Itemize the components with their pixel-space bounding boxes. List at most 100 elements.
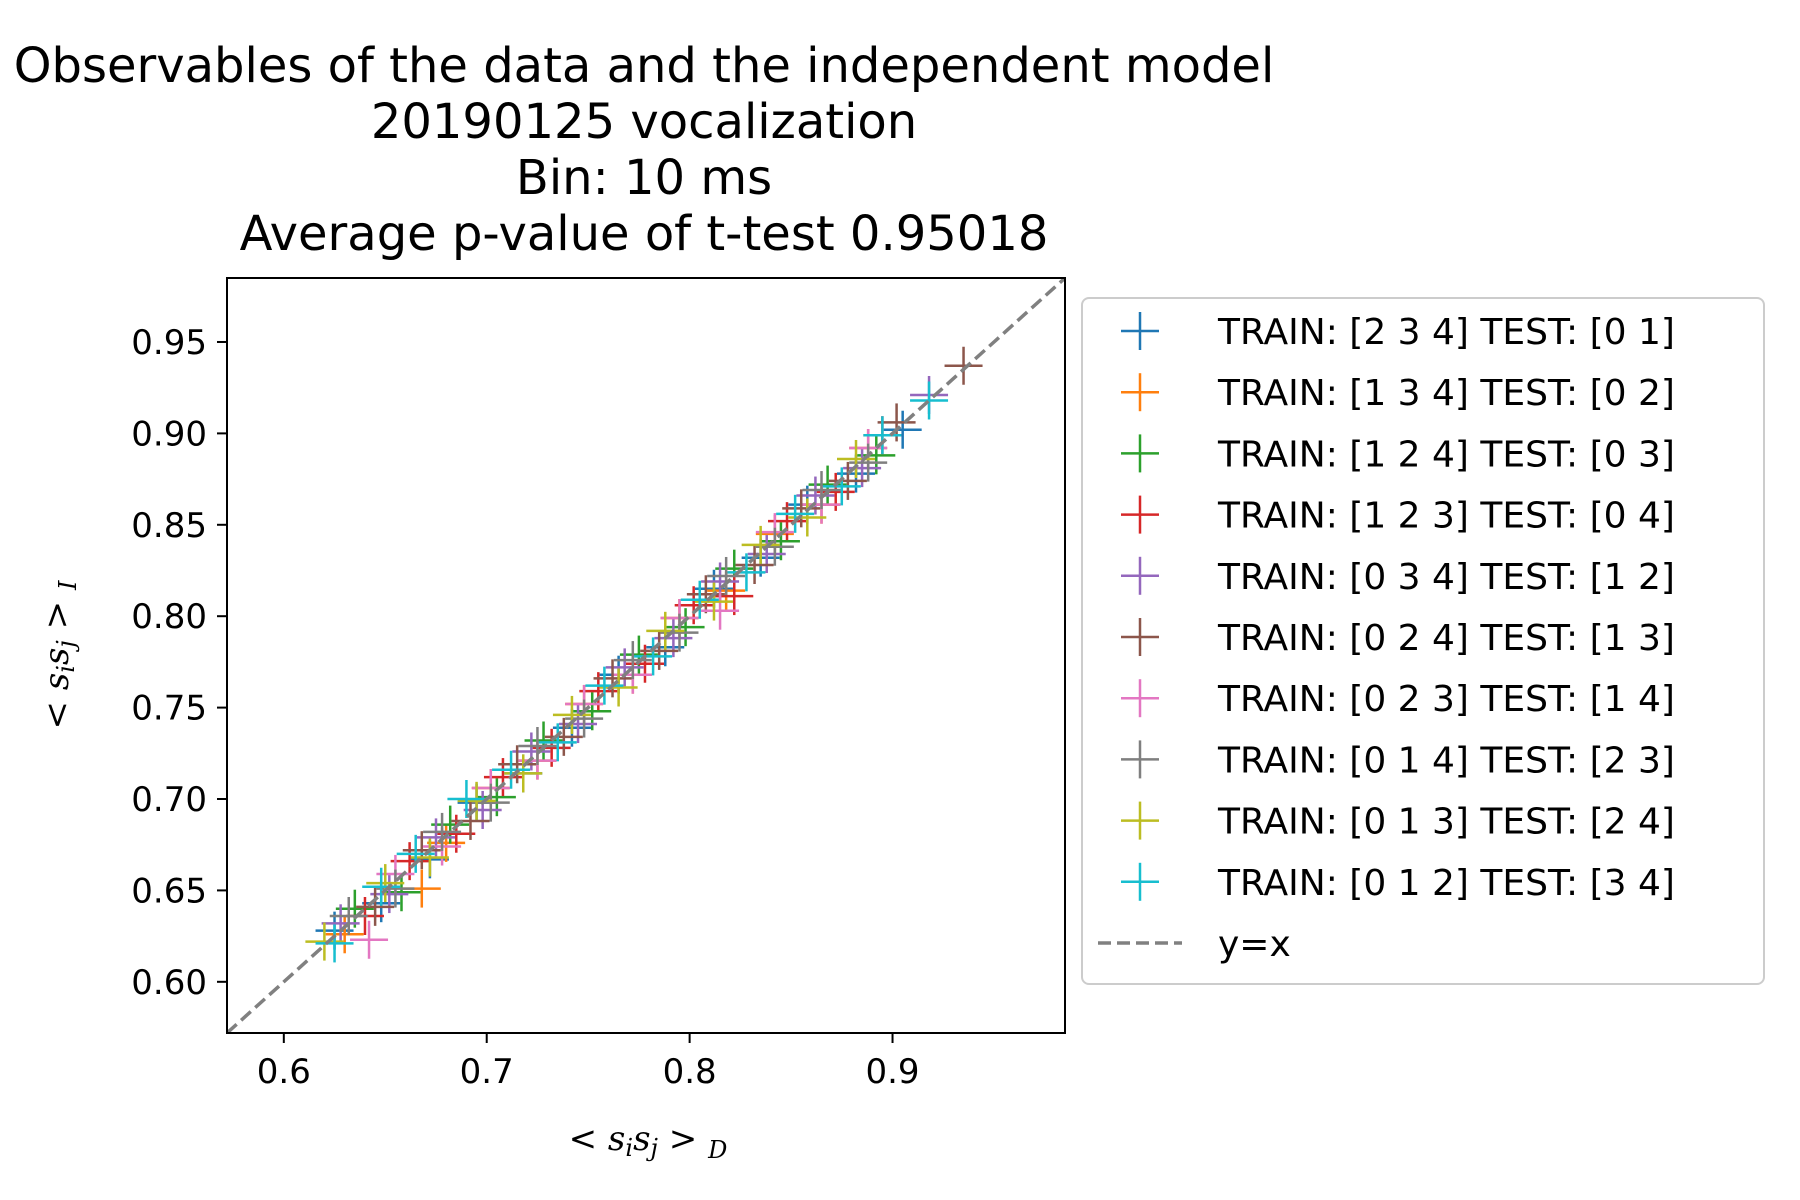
legend-frame xyxy=(1081,297,1765,985)
data-point xyxy=(457,781,496,820)
legend-label: y=x xyxy=(1218,924,1291,965)
legend-item: TRAIN: [1 2 3] TEST: [0 4] xyxy=(1121,496,1675,537)
y-tick-label: 0.85 xyxy=(131,506,207,546)
data-point xyxy=(402,831,441,870)
data-point xyxy=(680,580,719,619)
plot-frame xyxy=(226,277,1066,1034)
legend-item: TRAIN: [0 1 4] TEST: [2 3] xyxy=(1121,740,1675,781)
legend-label: TRAIN: [0 1 3] TEST: [2 4] xyxy=(1217,802,1675,843)
y-tick-label: 0.65 xyxy=(131,871,207,911)
data-point xyxy=(518,726,557,765)
data-point xyxy=(335,889,374,928)
plot-area xyxy=(227,278,1065,1033)
x-axis: 0.6 0.7 0.8 0.9 xyxy=(257,1033,920,1092)
y-tick-label: 0.60 xyxy=(131,963,207,1003)
data-point xyxy=(837,439,876,478)
data-point xyxy=(321,904,360,943)
data-point xyxy=(686,575,725,614)
data-point xyxy=(305,922,344,961)
data-point xyxy=(410,838,449,877)
data-point xyxy=(660,613,699,652)
data-point xyxy=(640,631,679,670)
data-point xyxy=(735,546,774,585)
legend-label: TRAIN: [1 2 4] TEST: [0 3] xyxy=(1217,434,1675,475)
series xyxy=(315,381,949,963)
data-point xyxy=(315,924,354,963)
data-point xyxy=(362,867,401,906)
data-point xyxy=(356,887,395,926)
data-point xyxy=(423,812,462,851)
legend-label: TRAIN: [2 3 4] TEST: [0 1] xyxy=(1217,312,1675,353)
data-point xyxy=(910,381,949,420)
x-tick-label: 0.6 xyxy=(257,1052,311,1092)
data-point xyxy=(646,611,685,650)
data-point xyxy=(707,556,746,595)
data-point xyxy=(755,527,794,566)
x-tick-label: 0.8 xyxy=(663,1052,717,1092)
legend-label: TRAIN: [0 3 4] TEST: [1 2] xyxy=(1217,557,1675,598)
data-point xyxy=(451,801,490,840)
data-point xyxy=(863,416,902,455)
legend-item: TRAIN: [1 2 4] TEST: [0 3] xyxy=(1121,434,1675,475)
data-point xyxy=(544,717,583,756)
legend-label: TRAIN: [1 3 4] TEST: [0 2] xyxy=(1217,373,1675,414)
legend-item: TRAIN: [0 2 4] TEST: [1 3] xyxy=(1121,618,1675,659)
data-point xyxy=(727,553,766,592)
data-point xyxy=(366,864,405,903)
legend-item: y=x xyxy=(1098,924,1291,965)
data-point xyxy=(447,780,486,819)
x-tick-label: 0.7 xyxy=(460,1052,514,1092)
title-line: Average p-value of t-test 0.95018 xyxy=(240,206,1049,262)
data-point xyxy=(715,577,754,616)
data-point xyxy=(883,410,922,449)
x-tick-label: 0.9 xyxy=(865,1052,919,1092)
series xyxy=(305,439,876,961)
legend: TRAIN: [2 3 4] TEST: [0 1] TRAIN: [1 3 4]… xyxy=(1081,297,1765,985)
y-axis: 0.60 0.65 0.70 0.75 0.80 0.85 0.90 0.95 xyxy=(131,323,227,1003)
data-point xyxy=(822,467,861,506)
legend-label: TRAIN: [1 2 3] TEST: [0 4] xyxy=(1217,496,1675,537)
series xyxy=(329,443,888,936)
title-line: 20190125 vocalization xyxy=(371,94,917,150)
chart-title: Observables of the data and the independ… xyxy=(14,38,1275,262)
y-tick-label: 0.80 xyxy=(131,597,207,637)
data-point xyxy=(782,489,821,528)
title-line: Observables of the data and the independ… xyxy=(14,38,1275,94)
data-point xyxy=(599,668,638,707)
data-point xyxy=(701,591,740,630)
data-point xyxy=(828,461,867,500)
data-point xyxy=(776,494,815,533)
data-point xyxy=(944,346,983,385)
data-point xyxy=(585,666,624,705)
data-point xyxy=(492,750,531,789)
x-axis-label: < sisj > D xyxy=(569,1119,728,1164)
legend-item: TRAIN: [1 3 4] TEST: [0 2] xyxy=(1121,373,1675,414)
data-point xyxy=(802,471,841,510)
data-point xyxy=(376,869,415,908)
y-tick-label: 0.75 xyxy=(131,689,207,729)
legend-label: TRAIN: [0 2 3] TEST: [1 4] xyxy=(1217,679,1675,720)
data-point xyxy=(694,582,733,621)
data-point xyxy=(634,637,673,676)
legend-item: TRAIN: [0 1 2] TEST: [3 4] xyxy=(1121,862,1675,904)
legend-item: TRAIN: [2 3 4] TEST: [0 1] xyxy=(1121,312,1675,353)
data-point xyxy=(329,897,368,936)
data-point xyxy=(613,641,652,680)
data-point xyxy=(325,915,364,954)
y-tick-label: 0.95 xyxy=(131,323,207,363)
data-point xyxy=(741,525,780,564)
title-line: Bin: 10 ms xyxy=(516,150,772,206)
legend-item: TRAIN: [0 2 3] TEST: [1 4] xyxy=(1121,679,1675,720)
data-point xyxy=(498,745,537,784)
legend-item: TRAIN: [0 3 4] TEST: [1 2] xyxy=(1121,556,1675,598)
data-point xyxy=(538,723,577,762)
data-point xyxy=(552,695,591,734)
y-axis-label: < sisj > I xyxy=(37,580,82,729)
data-point xyxy=(427,823,466,862)
data-point xyxy=(471,783,510,822)
legend-label: TRAIN: [0 2 4] TEST: [1 3] xyxy=(1217,618,1675,659)
y-tick-label: 0.90 xyxy=(131,414,207,454)
legend-label: TRAIN: [0 1 2] TEST: [3 4] xyxy=(1217,863,1675,904)
data-point xyxy=(350,920,389,959)
